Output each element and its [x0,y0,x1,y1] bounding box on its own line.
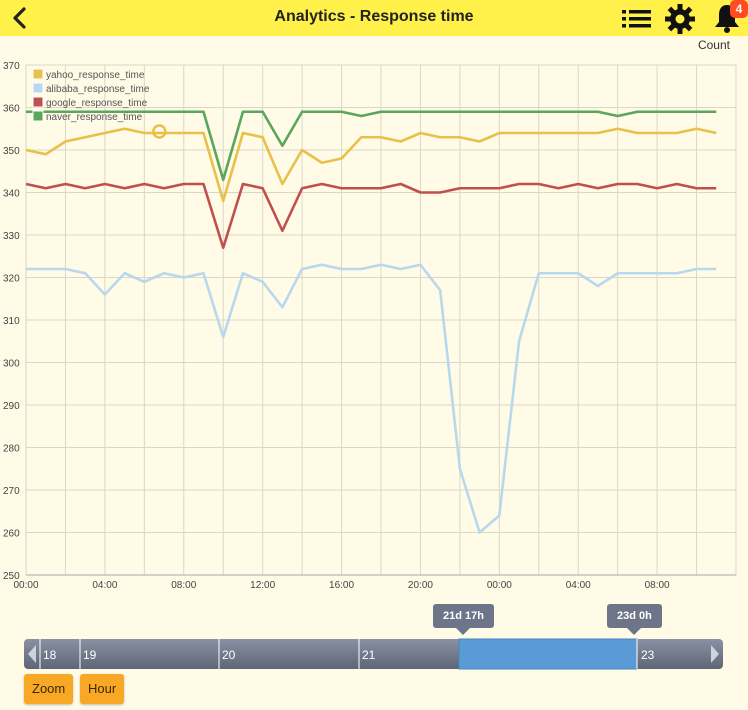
navigator-right-arrow-icon [711,645,719,663]
navigator-selection [458,638,638,670]
response-time-chart: 370360350340330320310300290280270260250 … [3,61,737,590]
legend-swatch [32,96,44,108]
x-tick-label: 08:00 [645,580,670,590]
navigator: 18 19 20 21 23 [0,600,748,710]
navigator-left-arrow-icon [28,645,36,663]
navigator-track: 18 19 20 21 23 [24,638,723,670]
chart-legend: yahoo_response_time alibaba_response_time… [32,68,150,123]
y-tick-label: 260 [3,529,20,540]
y-tick-label: 300 [3,359,20,370]
chart-series [25,110,717,534]
count-label: Count [697,38,730,52]
y-tick-label: 290 [3,401,20,412]
back-button[interactable] [6,4,34,32]
hover-marker [152,124,167,139]
list-icon [622,10,651,28]
selection-end-handle[interactable]: 23d 0h [607,604,662,635]
x-tick-label: 20:00 [408,580,433,590]
y-tick-label: 350 [3,146,20,157]
x-tick-label: 00:00 [13,580,38,590]
y-tick-label: 250 [3,571,20,582]
gear-icon [665,4,695,34]
y-tick-label: 270 [3,486,20,497]
legend-label: google_response_time [46,98,148,109]
legend-item: naver_response_time [32,110,143,123]
list-button[interactable] [622,8,652,30]
y-axis: 370 360 350 340 330 320 310 300 290 280 270 260 250 [3,61,20,582]
legend-swatch [32,82,44,94]
legend-swatch [32,110,44,122]
hour-button[interactable]: Hour [80,674,125,704]
selection-start-handle[interactable]: 21d 17h [433,604,494,635]
x-tick-label: 16:00 [329,580,354,590]
series-line-google_response_time [25,182,717,250]
y-tick-label: 310 [3,316,20,327]
navigator-day-label: 21 [362,648,376,662]
y-tick-label: 320 [3,274,20,285]
navigator-day-label: 23 [641,648,655,662]
x-tick-label: 12:00 [250,580,275,590]
navigator-day-label: 20 [222,648,236,662]
legend-label: naver_response_time [46,112,143,123]
series-line-yahoo_response_time [25,127,717,203]
legend-label: yahoo_response_time [46,70,145,81]
legend-swatch [32,68,44,80]
chevron-left-icon [13,7,26,29]
notification-count-badge: 4 [730,0,748,18]
x-tick-label: 00:00 [487,580,512,590]
app-header: Analytics - Response time [0,0,748,36]
legend-label: alibaba_response_time [46,84,150,95]
y-tick-label: 370 [3,61,20,72]
x-axis: 00:00 04:00 08:00 12:00 16:00 20:00 00:00 04:00… [13,574,736,590]
y-tick-label: 330 [3,231,20,242]
settings-button[interactable] [664,3,696,35]
y-tick-label: 280 [3,444,20,455]
page-title: Analytics - Response time [274,8,474,25]
series-line-naver_response_time [26,110,717,182]
zoom-button[interactable]: Zoom [24,674,74,704]
legend-item: yahoo_response_time [32,68,145,81]
legend-item: google_response_time [32,96,148,109]
navigator-day-label: 18 [43,648,57,662]
x-tick-label: 04:00 [92,580,117,590]
y-tick-label: 360 [3,104,20,115]
y-tick-label: 340 [3,189,20,200]
navigator-day-label: 19 [83,648,97,662]
legend-item: alibaba_response_time [32,82,150,95]
x-tick-label: 04:00 [566,580,591,590]
x-tick-label: 08:00 [171,580,196,590]
chart-grid [25,64,737,576]
series-line-alibaba_response_time [26,263,717,534]
